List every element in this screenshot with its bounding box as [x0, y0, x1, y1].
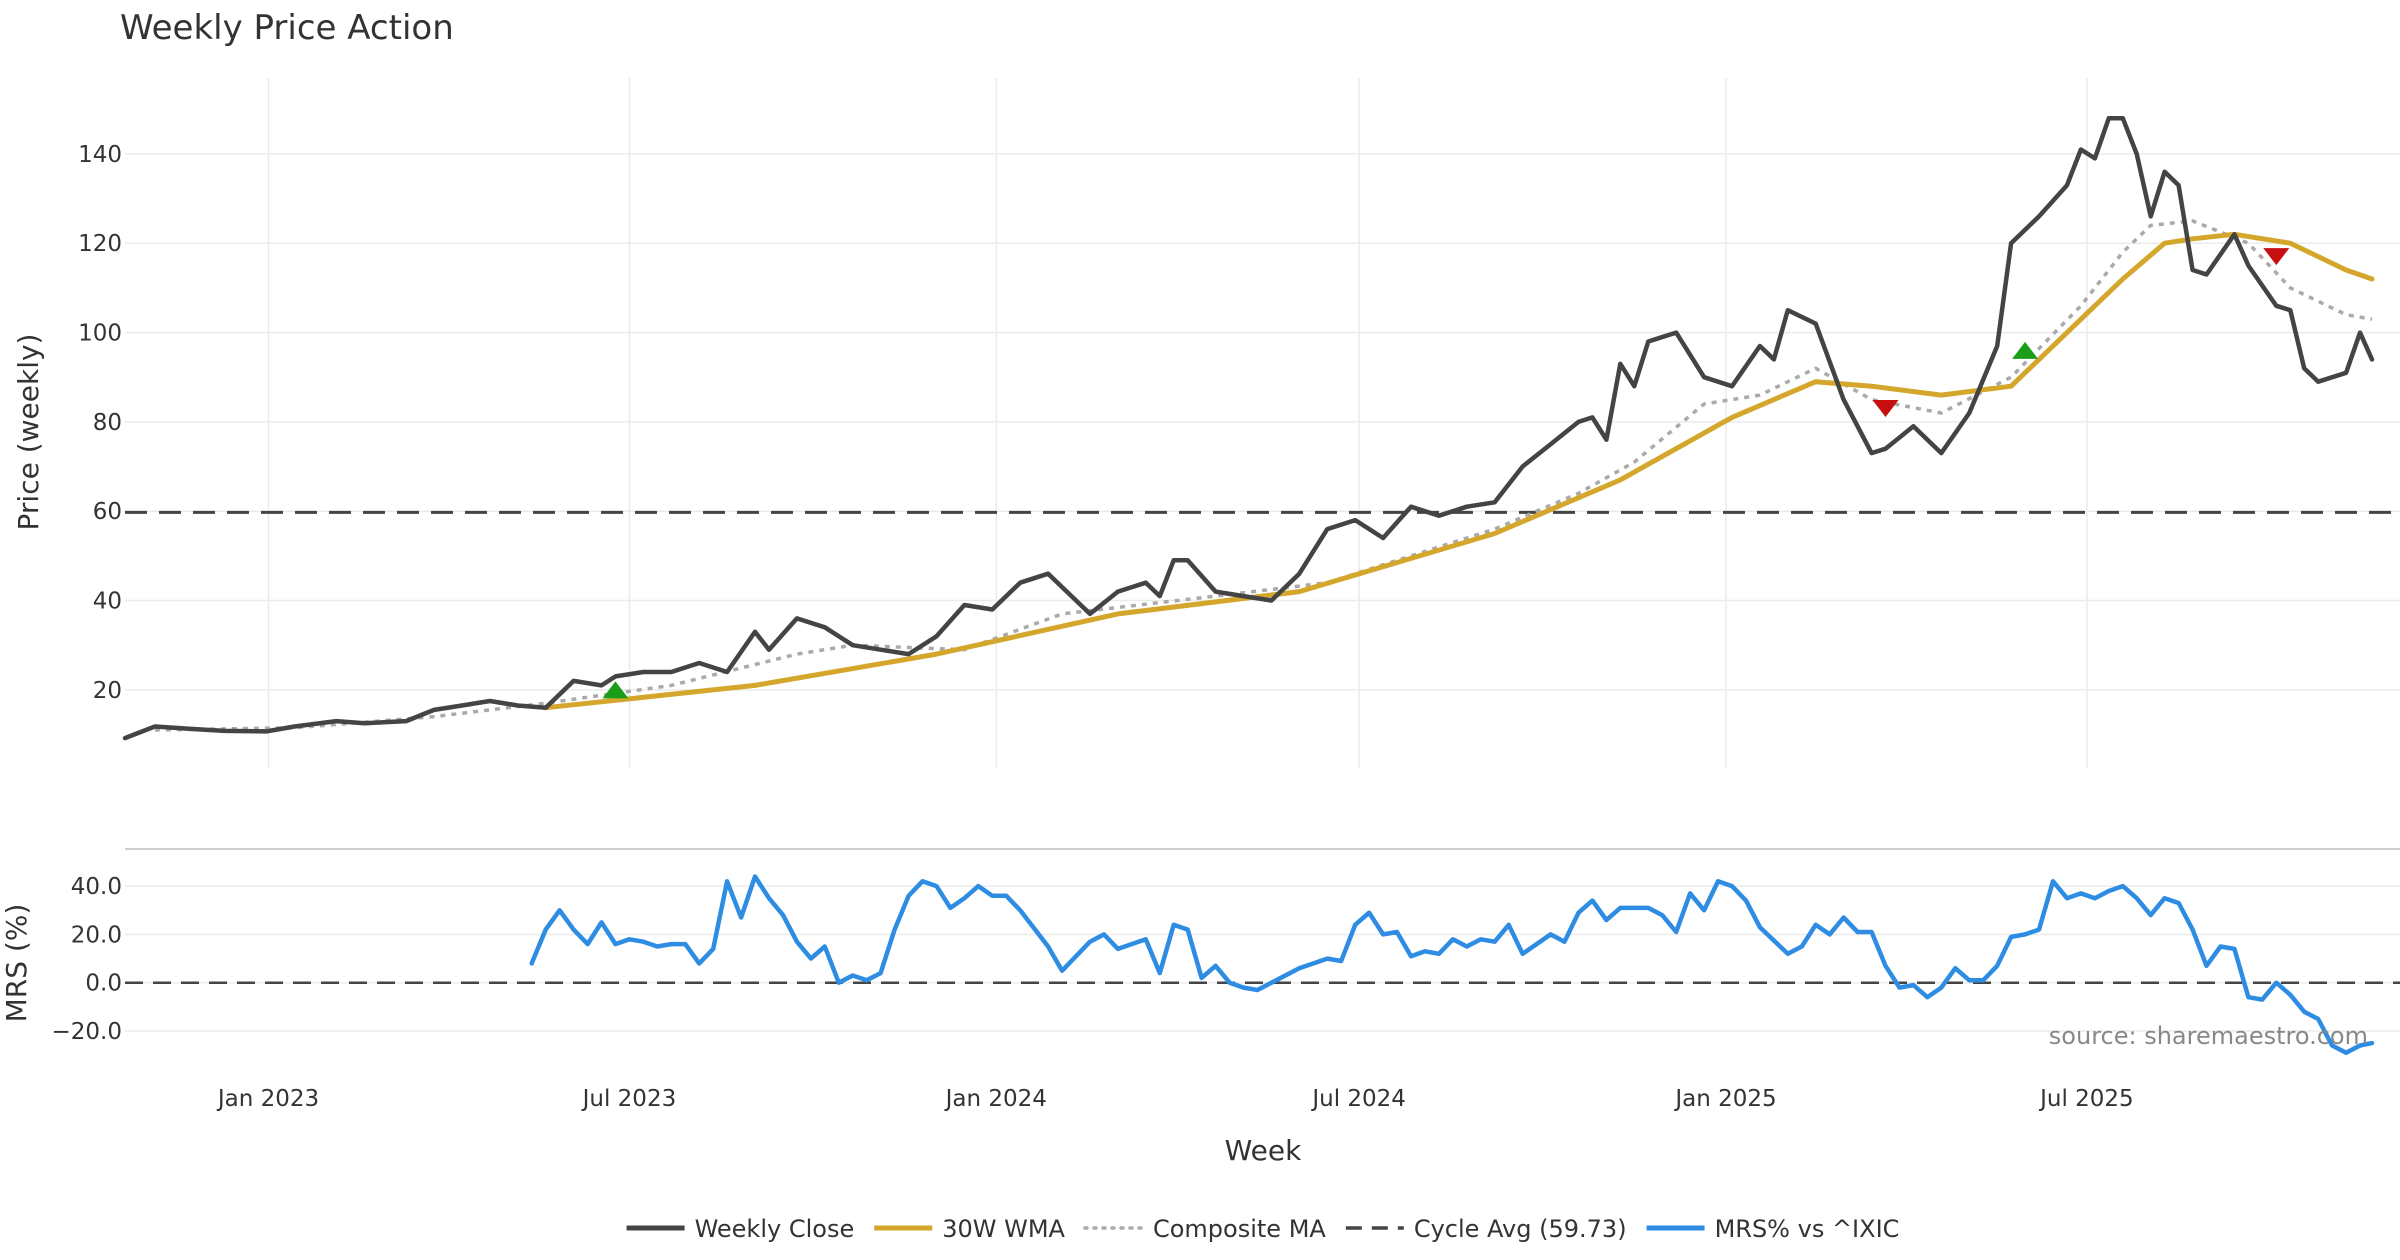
- mrs-y-axis-label: MRS (%): [0, 904, 33, 1023]
- x-tick-jul-2024: Jul 2024: [1310, 1086, 1406, 1112]
- price-y-tick-60: 60: [93, 499, 122, 525]
- buy-signal-marker-1: [602, 681, 629, 699]
- price-y-tick-20: 20: [93, 678, 122, 704]
- x-tick-jul-2023: Jul 2023: [581, 1086, 677, 1112]
- x-tick-jan-2023: Jan 2023: [216, 1086, 319, 1112]
- buy-signal-marker-2: [2012, 341, 2039, 359]
- mrs-y-tick-1: 20.0: [71, 922, 122, 948]
- mrs-y-tick-labels: 40.0 20.0 0.0 −20.0: [52, 874, 122, 1045]
- legend-item-cycle-avg-59-73: Cycle Avg (59.73): [1345, 1215, 1627, 1243]
- mrs-line: [529, 874, 2375, 1056]
- legend-label-weekly-close: Weekly Close: [695, 1215, 855, 1243]
- mrs-y-tick-3: −20.0: [52, 1019, 122, 1045]
- legend: Weekly Close 30W WMA Composite MA Cycle Avg…: [626, 1215, 1900, 1243]
- mrs-series-group: [125, 874, 2400, 1056]
- chart-title: Weekly Price Action: [120, 8, 454, 48]
- sell-signal-marker-3: [1872, 399, 1899, 417]
- price-y-tick-80: 80: [93, 410, 122, 436]
- wma-30w-line: [543, 231, 2375, 711]
- price-y-axis-label: Price (weekly): [12, 334, 45, 531]
- price-series-group: [122, 115, 2400, 741]
- price-y-tick-120: 120: [78, 231, 122, 257]
- mrs-y-tick-0: 40.0: [71, 874, 122, 900]
- x-tick-labels: Jan 2023 Jul 2023 Jan 2024 Jul 2024 Jan 2025…: [216, 1086, 2134, 1112]
- signal-markers: [602, 248, 2290, 699]
- sell-signal-marker-4: [2263, 248, 2290, 266]
- price-y-tick-140: 140: [78, 142, 122, 168]
- price-y-tick-labels: 20 40 60 80 100 120 140: [78, 142, 122, 704]
- x-tick-jul-2025: Jul 2025: [2038, 1086, 2134, 1112]
- legend-label-mrs-vs-ixic: MRS% vs ^IXIC: [1715, 1215, 1900, 1243]
- legend-label-30w-wma: 30W WMA: [942, 1215, 1065, 1243]
- x-axis-label: Week: [1225, 1134, 1302, 1167]
- price-y-tick-100: 100: [78, 321, 122, 347]
- legend-item-30w-wma: 30W WMA: [874, 1215, 1066, 1243]
- legend-item-mrs-vs-ixic: MRS% vs ^IXIC: [1646, 1215, 1900, 1243]
- mrs-y-tick-2: 0.0: [85, 971, 122, 997]
- legend-label-composite-ma: Composite MA: [1153, 1215, 1326, 1243]
- price-y-tick-40: 40: [93, 589, 122, 615]
- x-tick-jan-2024: Jan 2024: [944, 1086, 1047, 1112]
- legend-item-weekly-close: Weekly Close: [626, 1215, 855, 1243]
- legend-item-composite-ma: Composite MA: [1083, 1215, 1326, 1243]
- weekly-close-line: [122, 115, 2375, 741]
- composite-ma-line: [154, 219, 2373, 732]
- x-tick-jan-2025: Jan 2025: [1673, 1086, 1776, 1112]
- legend-label-cycle-avg-59-73: Cycle Avg (59.73): [1414, 1215, 1627, 1243]
- source-watermark: source: sharemaestro.com: [2049, 1022, 2368, 1050]
